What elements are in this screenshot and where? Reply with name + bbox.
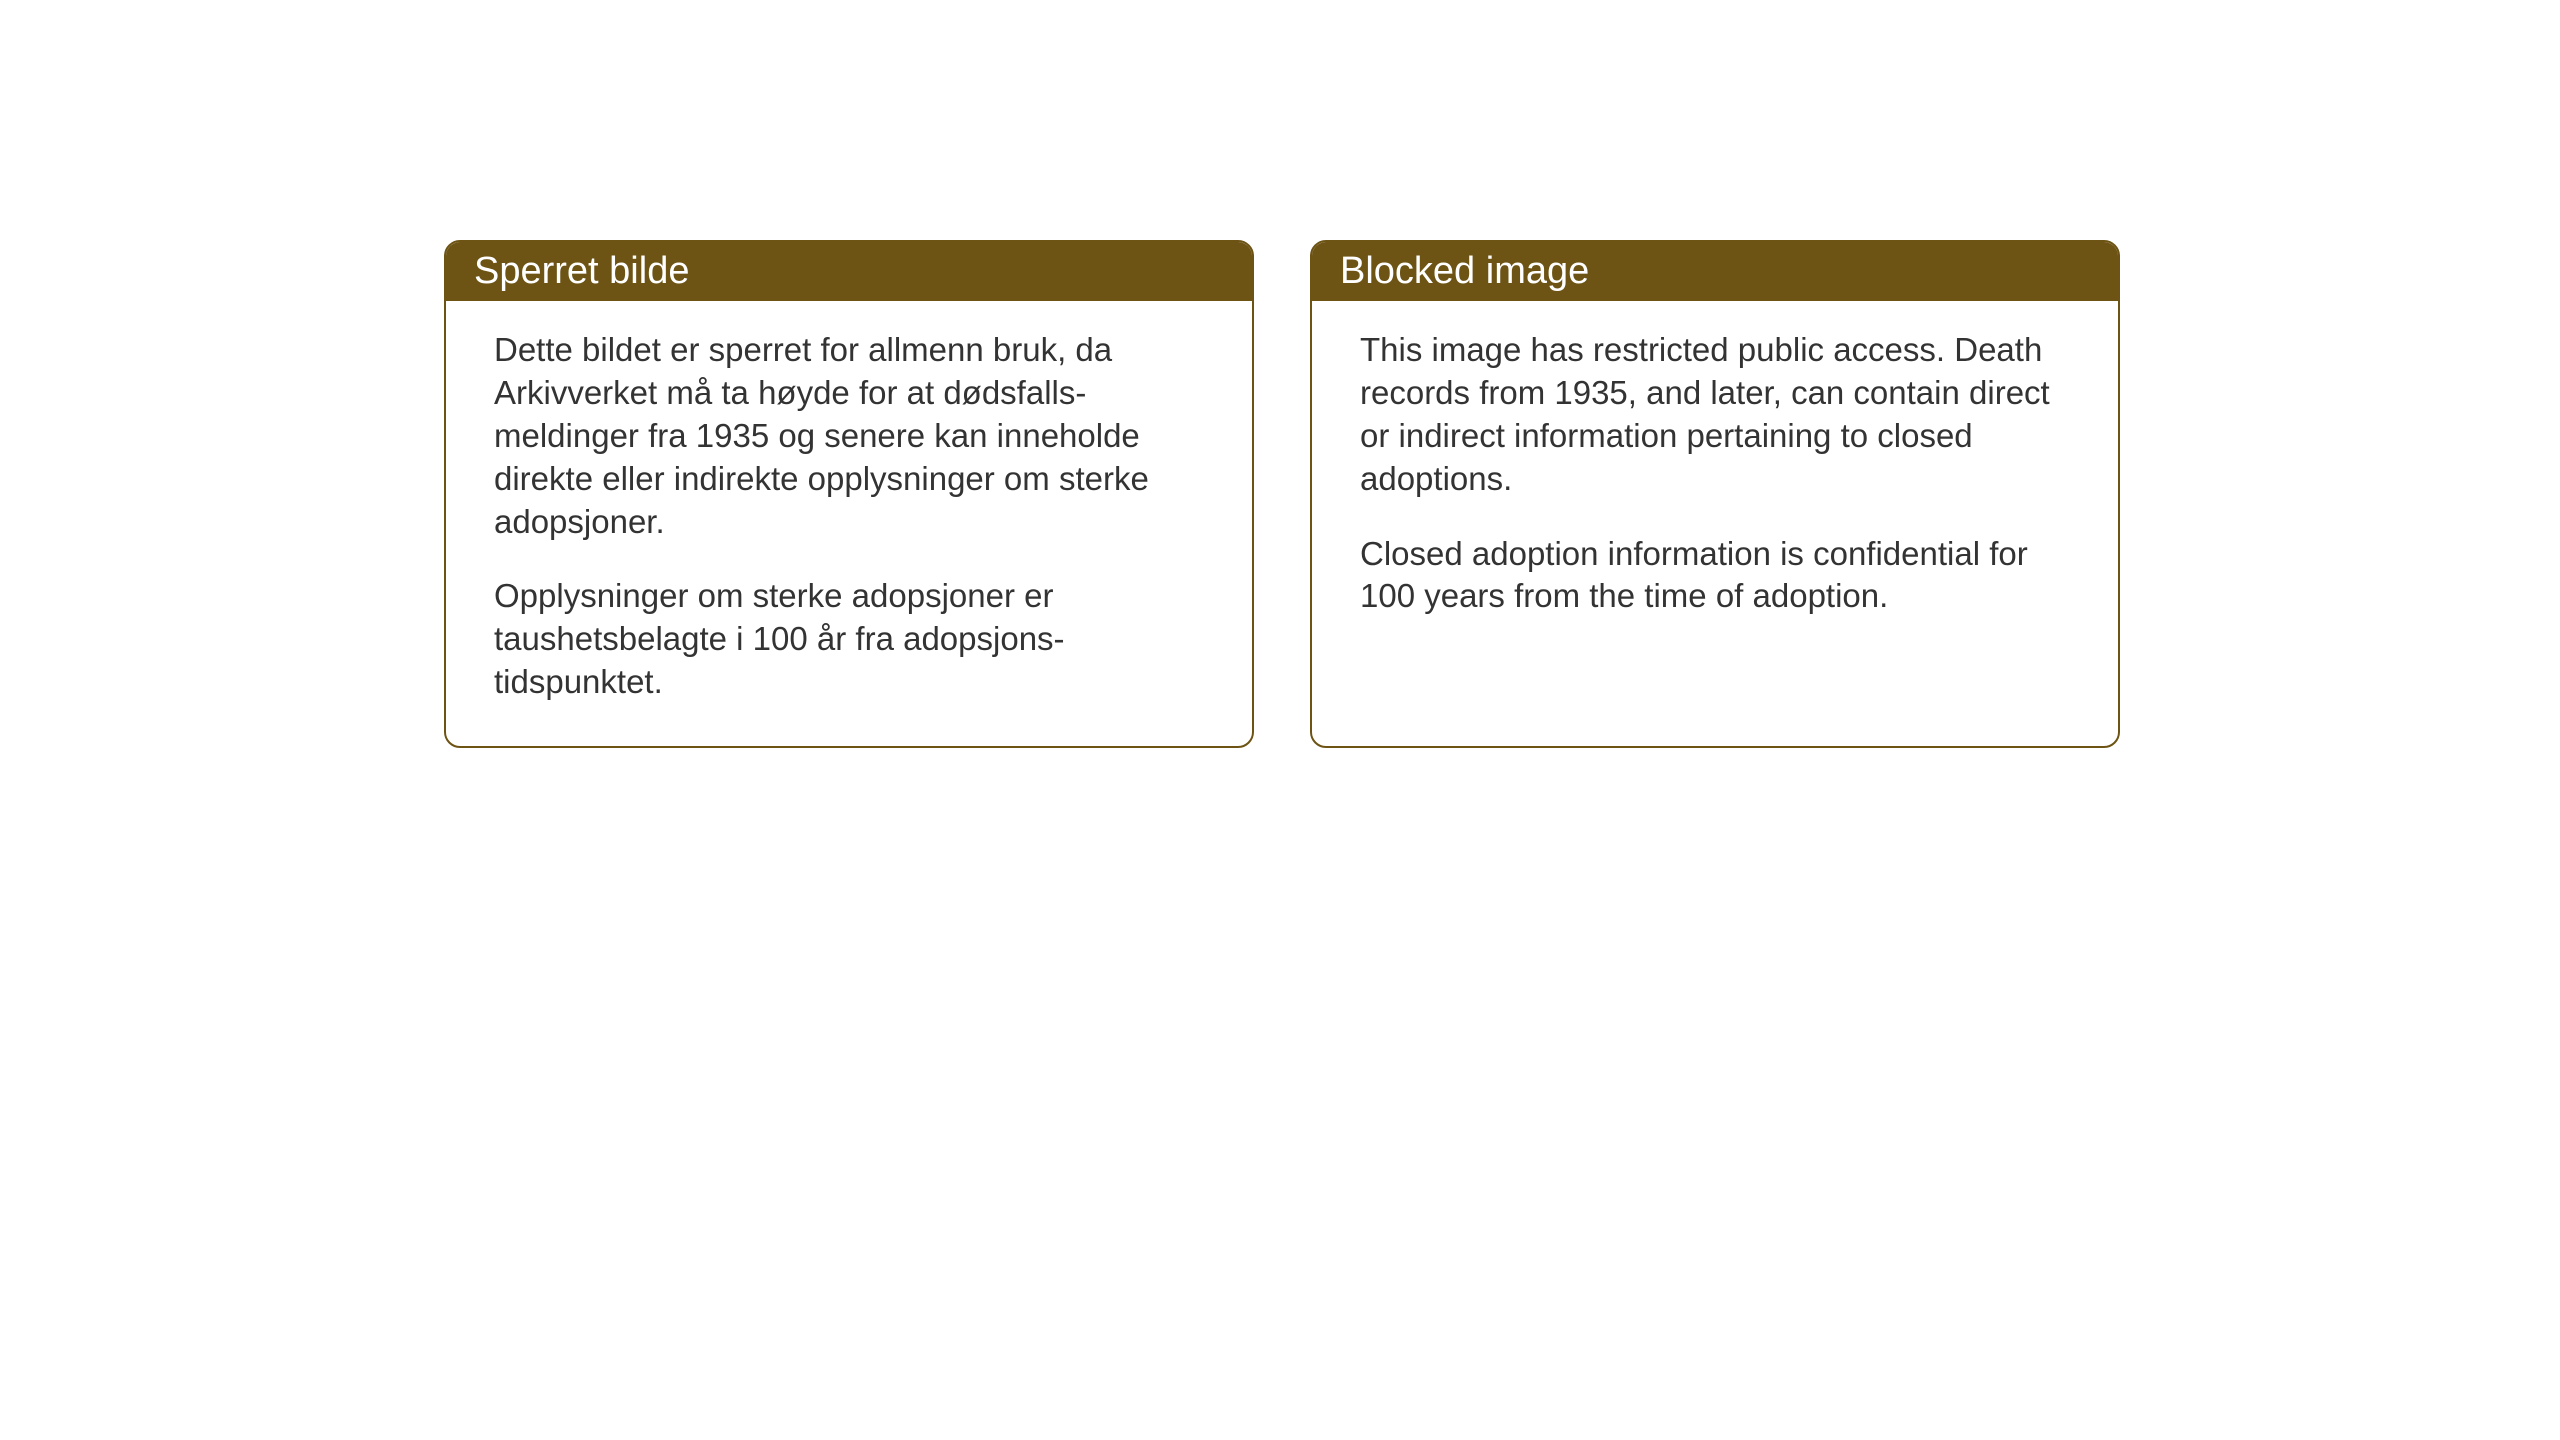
card-english-body: This image has restricted public access.… [1312,301,2118,660]
card-norwegian: Sperret bilde Dette bildet er sperret fo… [444,240,1254,748]
card-norwegian-header: Sperret bilde [446,242,1252,301]
card-norwegian-title: Sperret bilde [474,250,689,292]
card-english-header: Blocked image [1312,242,2118,301]
card-english-paragraph-2: Closed adoption information is confident… [1360,533,2070,619]
cards-container: Sperret bilde Dette bildet er sperret fo… [444,240,2120,748]
card-english: Blocked image This image has restricted … [1310,240,2120,748]
card-norwegian-paragraph-2: Opplysninger om sterke adopsjoner er tau… [494,575,1204,704]
card-norwegian-body: Dette bildet er sperret for allmenn bruk… [446,301,1252,746]
card-english-paragraph-1: This image has restricted public access.… [1360,329,2070,501]
card-english-title: Blocked image [1340,250,1589,292]
card-norwegian-paragraph-1: Dette bildet er sperret for allmenn bruk… [494,329,1204,543]
